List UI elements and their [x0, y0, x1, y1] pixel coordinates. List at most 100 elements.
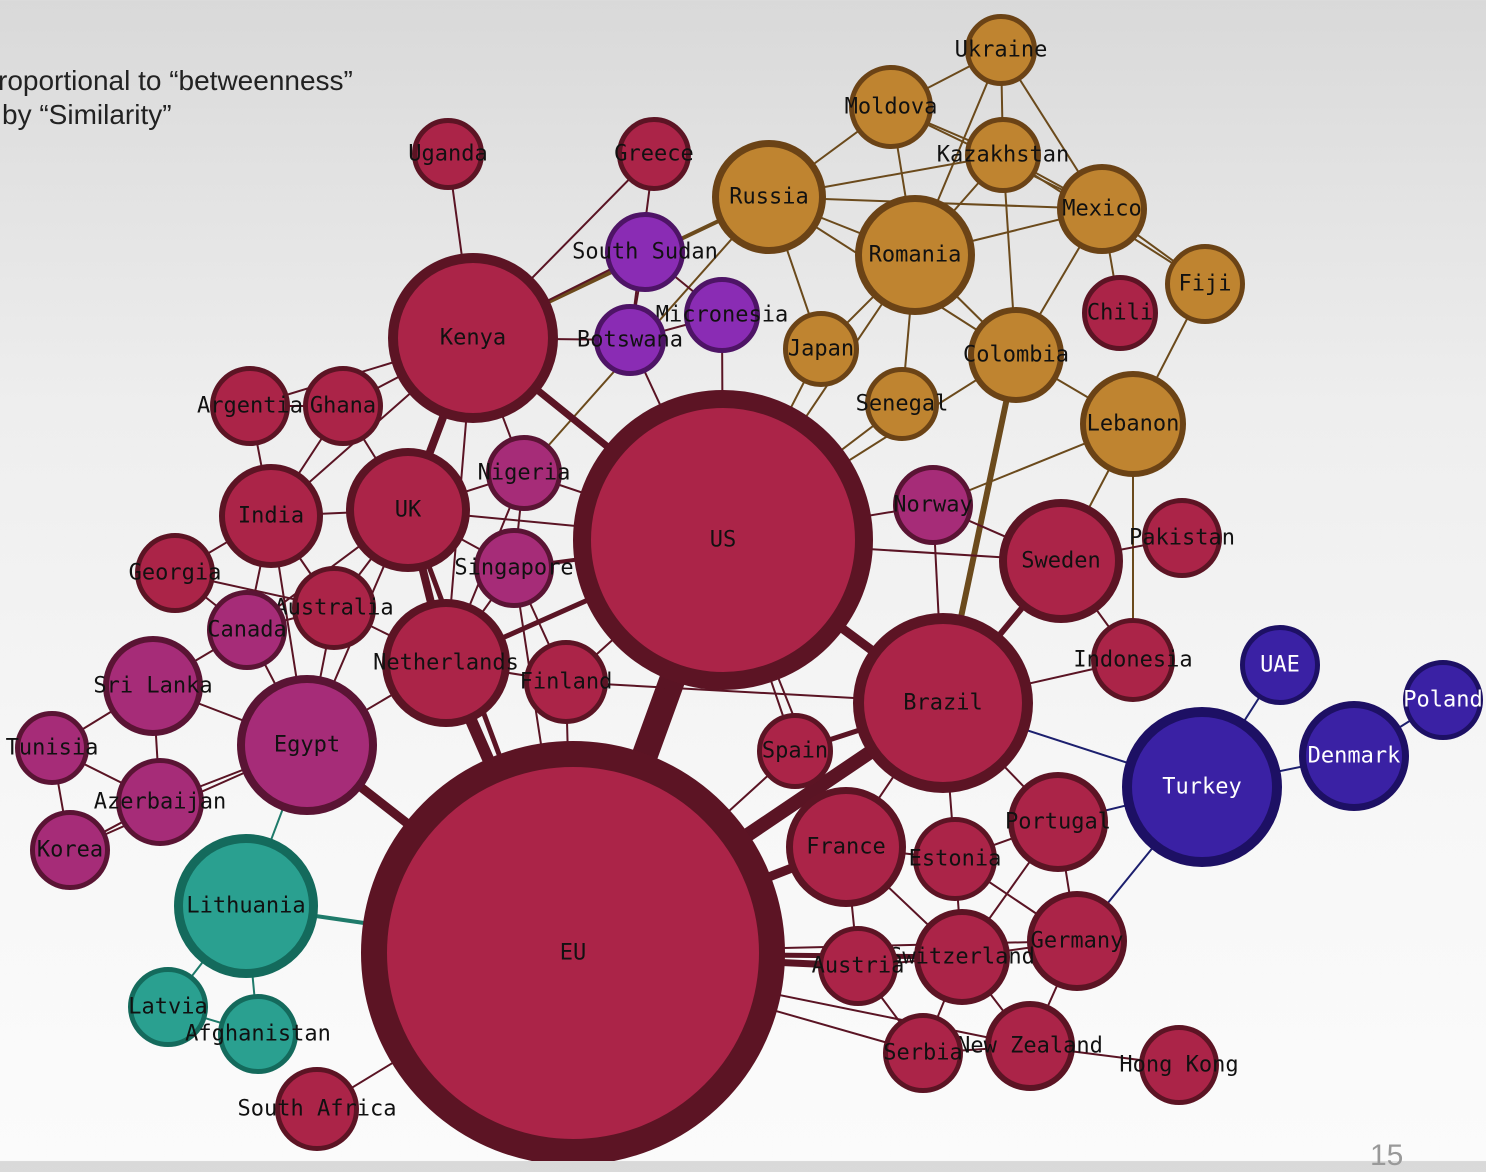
node-sweden[interactable]: Sweden — [999, 499, 1123, 623]
node-greece[interactable]: Greece — [614, 117, 694, 191]
node-circle[interactable] — [346, 448, 470, 572]
node-circle[interactable] — [207, 590, 287, 670]
node-circle[interactable] — [999, 499, 1123, 623]
node-denmark[interactable]: Denmark — [1299, 701, 1409, 811]
node-lebanon[interactable]: Lebanon — [1080, 371, 1186, 477]
node-serbia[interactable]: Serbia — [883, 1013, 963, 1093]
node-circle[interactable] — [210, 366, 290, 446]
node-nigeria[interactable]: Nigeria — [478, 435, 571, 511]
node-uk[interactable]: UK — [346, 448, 470, 572]
node-circle[interactable] — [1240, 625, 1320, 705]
node-brazil[interactable]: Brazil — [853, 613, 1033, 793]
node-latvia[interactable]: Latvia — [128, 967, 208, 1047]
node-circle[interactable] — [1165, 244, 1245, 324]
node-circle[interactable] — [30, 810, 110, 890]
node-uae[interactable]: UAE — [1240, 625, 1320, 705]
node-tunisia[interactable]: Tunisia — [6, 711, 99, 785]
node-circle[interactable] — [486, 435, 562, 511]
node-circle[interactable] — [1057, 164, 1147, 254]
node-colombia[interactable]: Colombia — [963, 307, 1069, 403]
node-korea[interactable]: Korea — [30, 810, 110, 890]
node-circle[interactable] — [524, 640, 608, 724]
node-circle[interactable] — [474, 528, 554, 608]
node-circle[interactable] — [965, 117, 1041, 193]
node-azerbaijan[interactable]: Azerbaijan — [94, 758, 226, 846]
node-micronesia[interactable]: Micronesia — [656, 277, 788, 353]
node-circle[interactable] — [388, 253, 558, 423]
node-estonia[interactable]: Estonia — [909, 817, 1002, 901]
node-circle[interactable] — [684, 277, 760, 353]
node-india[interactable]: India — [219, 464, 323, 568]
node-circle[interactable] — [893, 465, 973, 545]
node-circle[interactable] — [573, 390, 873, 690]
node-lithuania[interactable]: Lithuania — [174, 834, 318, 978]
node-netherlands[interactable]: Netherlands — [373, 599, 519, 727]
node-circle[interactable] — [965, 14, 1037, 86]
node-fiji[interactable]: Fiji — [1165, 244, 1245, 324]
node-circle[interactable] — [1091, 618, 1175, 702]
node-eu[interactable]: EU — [361, 741, 785, 1161]
node-france[interactable]: France — [786, 787, 906, 907]
node-circle[interactable] — [594, 304, 666, 376]
node-circle[interactable] — [116, 758, 204, 846]
node-circle[interactable] — [275, 1067, 359, 1151]
node-singapore[interactable]: Singapore — [454, 528, 574, 608]
node-circle[interactable] — [1403, 660, 1483, 740]
node-circle[interactable] — [1299, 701, 1409, 811]
node-circle[interactable] — [1142, 498, 1222, 578]
node-circle[interactable] — [174, 834, 318, 978]
node-circle[interactable] — [303, 366, 383, 446]
node-moldova[interactable]: Moldova — [845, 65, 938, 149]
node-ukraine[interactable]: Ukraine — [955, 14, 1048, 86]
node-circle[interactable] — [865, 367, 939, 441]
node-circle[interactable] — [883, 1013, 963, 1093]
node-circle[interactable] — [985, 1001, 1075, 1091]
node-circle[interactable] — [103, 636, 203, 736]
node-us[interactable]: US — [573, 390, 873, 690]
node-south-africa[interactable]: South Africa — [238, 1067, 397, 1151]
node-circle[interactable] — [135, 533, 215, 613]
node-spain[interactable]: Spain — [757, 713, 833, 789]
node-circle[interactable] — [382, 599, 510, 727]
node-australia[interactable]: Australia — [274, 566, 394, 650]
node-ghana[interactable]: Ghana — [303, 366, 383, 446]
node-circle[interactable] — [237, 675, 377, 815]
node-georgia[interactable]: Georgia — [129, 533, 222, 613]
node-poland[interactable]: Poland — [1403, 660, 1483, 740]
node-canada[interactable]: Canada — [207, 590, 287, 670]
node-circle[interactable] — [292, 566, 376, 650]
node-hong-kong[interactable]: Hong Kong — [1119, 1025, 1239, 1105]
node-circle[interactable] — [1139, 1025, 1219, 1105]
node-circle[interactable] — [218, 994, 298, 1074]
node-circle[interactable] — [968, 307, 1064, 403]
node-argentia[interactable]: Argentia — [197, 366, 303, 446]
node-circle[interactable] — [361, 741, 785, 1161]
node-norway[interactable]: Norway — [893, 465, 973, 545]
node-circle[interactable] — [783, 311, 859, 387]
node-pakistan[interactable]: Pakistan — [1129, 498, 1235, 578]
node-circle[interactable] — [853, 613, 1033, 793]
node-kazakhstan[interactable]: Kazakhstan — [937, 117, 1069, 193]
node-south-sudan[interactable]: South Sudan — [572, 212, 718, 292]
node-circle[interactable] — [757, 713, 833, 789]
node-circle[interactable] — [849, 65, 933, 149]
node-portugal[interactable]: Portugal — [1005, 772, 1111, 872]
node-circle[interactable] — [605, 212, 685, 292]
node-circle[interactable] — [15, 711, 89, 785]
node-afghanistan[interactable]: Afghanistan — [185, 994, 331, 1074]
node-romania[interactable]: Romania — [855, 195, 975, 315]
node-circle[interactable] — [1080, 371, 1186, 477]
node-egypt[interactable]: Egypt — [237, 675, 377, 815]
node-new-zealand[interactable]: New Zealand — [957, 1001, 1103, 1091]
node-senegal[interactable]: Senegal — [856, 367, 949, 441]
node-circle[interactable] — [1008, 772, 1108, 872]
node-circle[interactable] — [128, 967, 208, 1047]
node-chili[interactable]: Chili — [1082, 275, 1158, 351]
node-germany[interactable]: Germany — [1027, 891, 1127, 991]
node-circle[interactable] — [412, 118, 484, 190]
node-finland[interactable]: Finland — [520, 640, 613, 724]
node-indonesia[interactable]: Indonesia — [1073, 618, 1193, 702]
node-circle[interactable] — [786, 787, 906, 907]
node-russia[interactable]: Russia — [712, 140, 826, 254]
node-circle[interactable] — [712, 140, 826, 254]
